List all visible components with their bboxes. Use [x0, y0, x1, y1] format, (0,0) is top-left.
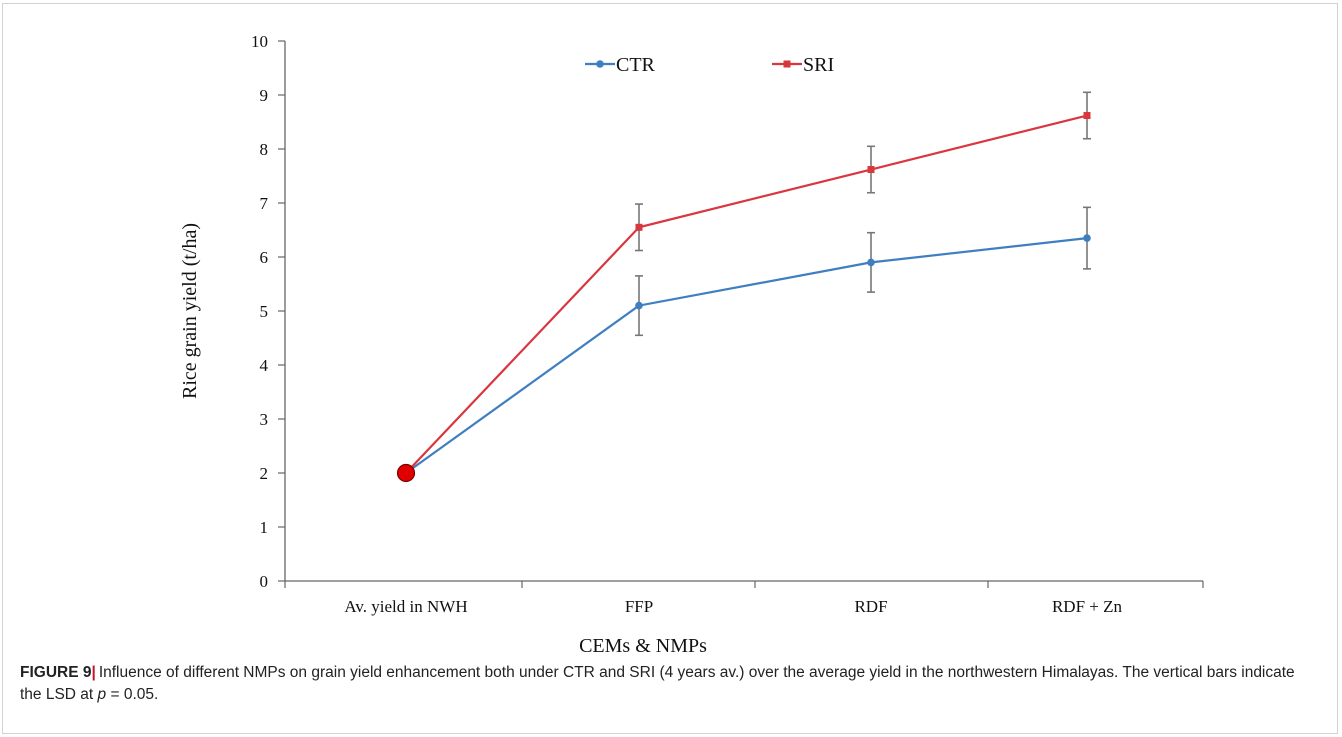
y-axis-label: Rice grain yield (t/ha)	[179, 223, 201, 399]
series-line	[405, 114, 1088, 474]
figure-label: FIGURE 9	[20, 664, 92, 681]
highlight-point	[396, 463, 416, 483]
legend-label: SRI	[803, 54, 834, 76]
legend-label: CTR	[616, 54, 656, 76]
x-tick-label: FFP	[625, 597, 653, 616]
y-tick-label: 3	[260, 410, 269, 429]
caption-p-symbol: p	[97, 686, 107, 703]
series	[396, 91, 1091, 483]
caption-divider: |	[91, 664, 96, 681]
figure-caption: FIGURE 9| Influence of different NMPs on …	[20, 662, 1320, 706]
y-tick-label: 6	[260, 248, 269, 267]
line-chart: 0 1 2 3 4 5 6 7 8 9 10 Av. yield in NWH FFP RDF RDF + …	[179, 32, 1204, 654]
y-tick-label: 9	[260, 86, 269, 105]
legend-marker	[783, 60, 791, 68]
x-tick-label: RDF + Zn	[1052, 597, 1123, 616]
data-point	[867, 166, 875, 174]
caption-text-end: = 0.05.	[106, 686, 159, 703]
data-point	[1083, 112, 1091, 120]
x-tick-label: Av. yield in NWH	[344, 597, 467, 616]
y-tick-label: 7	[260, 194, 269, 213]
data-point	[867, 258, 875, 267]
y-tick-label: 1	[260, 518, 269, 537]
data-point	[635, 223, 643, 231]
legend-entry-ctr: CTR	[585, 54, 656, 76]
series-sri	[402, 91, 1091, 477]
legend: CTR SRI	[585, 54, 834, 76]
x-axis-label: CEMs & NMPs	[579, 635, 707, 654]
y-tick-label: 10	[251, 32, 268, 51]
y-tick-label: 4	[260, 356, 269, 375]
y-tick-label: 5	[260, 302, 269, 321]
y-tick-label: 8	[260, 140, 269, 159]
legend-entry-sri: SRI	[772, 54, 834, 76]
x-tick-label: RDF	[854, 597, 887, 616]
series-line	[405, 237, 1088, 474]
legend-marker	[596, 60, 604, 68]
ticks: 0 1 2 3 4 5 6 7 8 9 10 Av. yield in NWH FFP RDF RDF + …	[251, 32, 1204, 616]
y-tick-label: 0	[260, 572, 269, 591]
data-point	[635, 301, 643, 310]
data-point	[1083, 234, 1091, 242]
figure-container: 0 1 2 3 4 5 6 7 8 9 10 Av. yield in NWH FFP RDF RDF + …	[2, 3, 1338, 734]
y-tick-label: 2	[260, 464, 269, 483]
caption-text: Influence of different NMPs on grain yie…	[20, 664, 1295, 703]
series-ctr	[402, 206, 1091, 477]
